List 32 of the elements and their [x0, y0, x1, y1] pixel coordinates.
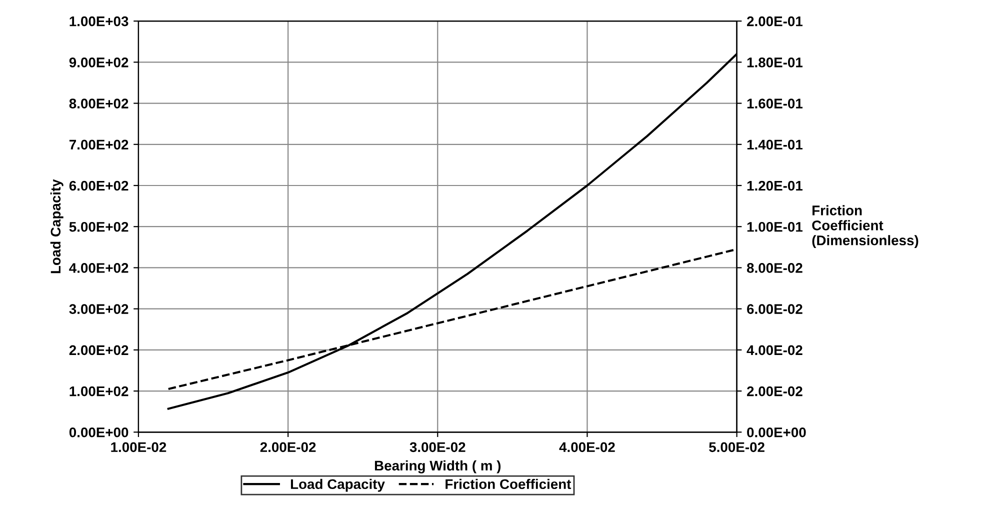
x-axis-title: Bearing Width ( m ) [374, 460, 501, 474]
y2-tick-label: 4.00E-02 [746, 345, 802, 356]
x-tick-label: 5.00E-02 [709, 442, 764, 452]
y-tick-label: 8.00E+02 [69, 98, 128, 108]
y-axis-title: Load Capacity [50, 179, 64, 274]
legend-label: Friction Coefficient [446, 478, 572, 490]
y2-tick-label: 1.60E-01 [747, 98, 803, 108]
y2-tick-label: 1.80E-01 [747, 58, 803, 68]
y2-tick-label: 1.00E-01 [747, 222, 803, 232]
y-tick-label: 7.00E+02 [69, 140, 128, 150]
y-tick-label: 1.00E+03 [70, 16, 128, 26]
y2-tick-label: 8.00E-02 [746, 263, 802, 273]
x-tick-label: 1.00E-02 [111, 442, 166, 452]
y-tick-label: 1.00E+02 [70, 386, 128, 396]
legend-label: Load Capacity [290, 478, 385, 492]
y2-axis-title: Friction Coefficient (Dimensionless) [812, 205, 918, 248]
y-tick-label: 5.00E+02 [69, 222, 128, 232]
y2-tick-label: 0.00E+00 [747, 427, 806, 438]
x-tick-label: 3.00E-02 [410, 442, 466, 452]
y2-tick-label: 1.20E-01 [747, 180, 803, 191]
y-tick-label: 2.00E+02 [69, 345, 128, 356]
y2-tick-label: 6.00E-02 [747, 304, 802, 314]
y2-tick-label: 1.40E-01 [747, 140, 803, 150]
y-tick-label: 6.00E+02 [69, 180, 128, 191]
y2-tick-label: 2.00E-01 [747, 16, 803, 26]
x-tick-label: 2.00E-02 [260, 442, 316, 452]
y-tick-label: 9.00E+02 [69, 58, 128, 68]
y-tick-label: 3.00E+02 [69, 304, 128, 314]
x-tick-label: 4.00E-02 [559, 442, 615, 452]
y-tick-label: 4.00E+02 [69, 263, 128, 273]
y2-tick-label: 2.00E-02 [747, 386, 802, 396]
y-tick-label: 0.00E+00 [69, 427, 128, 438]
